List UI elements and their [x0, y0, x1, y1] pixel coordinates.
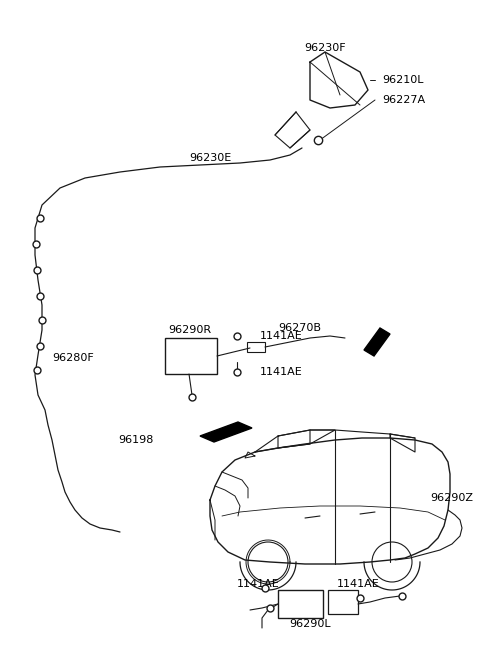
Text: 1141AE: 1141AE	[237, 579, 279, 589]
Text: 96270B: 96270B	[278, 323, 322, 333]
Text: 96290L: 96290L	[289, 619, 331, 629]
Polygon shape	[364, 328, 390, 356]
Text: 96230F: 96230F	[304, 43, 346, 53]
Text: 1141AE: 1141AE	[336, 579, 379, 589]
Bar	[165, 338, 217, 374]
Text: 96227A: 96227A	[382, 95, 425, 105]
Text: 96280F: 96280F	[52, 353, 94, 363]
Text: 96290Z: 96290Z	[430, 493, 473, 503]
Text: 96210L: 96210L	[382, 75, 423, 85]
Text: 1141AE: 1141AE	[260, 367, 303, 377]
Text: 96230E: 96230E	[189, 153, 231, 163]
Polygon shape	[200, 422, 252, 442]
Bar	[328, 590, 358, 614]
Bar	[247, 342, 265, 352]
Text: 1141AE: 1141AE	[260, 331, 303, 341]
Text: 96290R: 96290R	[168, 325, 211, 335]
Text: 96198: 96198	[118, 435, 154, 445]
Bar	[278, 590, 323, 618]
